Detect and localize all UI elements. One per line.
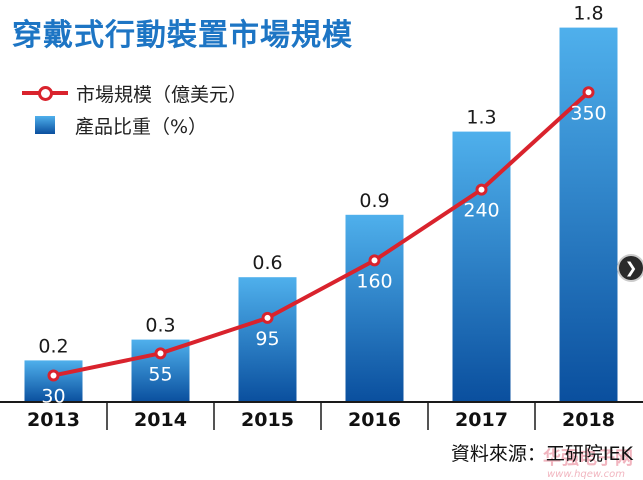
- chart-legend: 市場規模（億美元） 產品比重（%）: [22, 80, 247, 144]
- bar-2016: [345, 214, 404, 402]
- line-value-label: 95: [255, 328, 279, 350]
- line-series-market-size: [53, 90, 590, 378]
- line-value-label: 160: [356, 270, 392, 292]
- bar-2017: [452, 131, 511, 402]
- bar-2018: [559, 27, 618, 402]
- x-tick-label: 2017: [455, 409, 508, 431]
- legend-item-line: 市場規模（億美元）: [22, 80, 247, 106]
- bar-value-label: 0.6: [252, 252, 282, 274]
- chart-title: 穿戴式行動裝置市場規模: [12, 18, 353, 53]
- line-value-label: 240: [463, 200, 499, 222]
- line-point-2017: [475, 183, 488, 196]
- watermark-logo: 华强电子网: [543, 448, 633, 469]
- line-value-label: 350: [570, 102, 606, 124]
- x-tick-label: 2016: [348, 409, 401, 431]
- line-point-2013: [47, 369, 60, 382]
- bar-value-label: 1.3: [466, 107, 496, 129]
- line-point-2016: [368, 254, 381, 267]
- bar-value-label: 0.3: [145, 315, 175, 337]
- legend-item-bar: 產品比重（%）: [22, 112, 247, 138]
- legend-line-label: 市場規模（億美元）: [76, 83, 248, 106]
- bar-swatch-icon: [35, 116, 55, 134]
- x-tick-label: 2013: [27, 409, 80, 431]
- x-tick-label: 2018: [562, 409, 615, 431]
- watermark-url: www.hqew.com: [547, 469, 625, 480]
- line-marker-icon: [22, 83, 68, 103]
- x-tick-label: 2014: [134, 409, 187, 431]
- x-tick-label: 2015: [241, 409, 294, 431]
- line-value-label: 30: [41, 385, 65, 407]
- bar-2015: [238, 277, 297, 402]
- bar-value-label: 0.9: [359, 190, 389, 212]
- next-arrow-icon[interactable]: ❯: [619, 256, 643, 280]
- line-point-2015: [261, 311, 274, 324]
- bar-value-label: 1.8: [573, 3, 603, 25]
- source-note: 資料來源：工研院IEK: [450, 443, 633, 465]
- line-value-label: 55: [148, 363, 172, 385]
- bar-value-label: 0.2: [38, 335, 68, 357]
- line-point-2018: [582, 86, 595, 99]
- line-point-2014: [154, 347, 167, 360]
- legend-bar-label: 產品比重（%）: [75, 115, 208, 138]
